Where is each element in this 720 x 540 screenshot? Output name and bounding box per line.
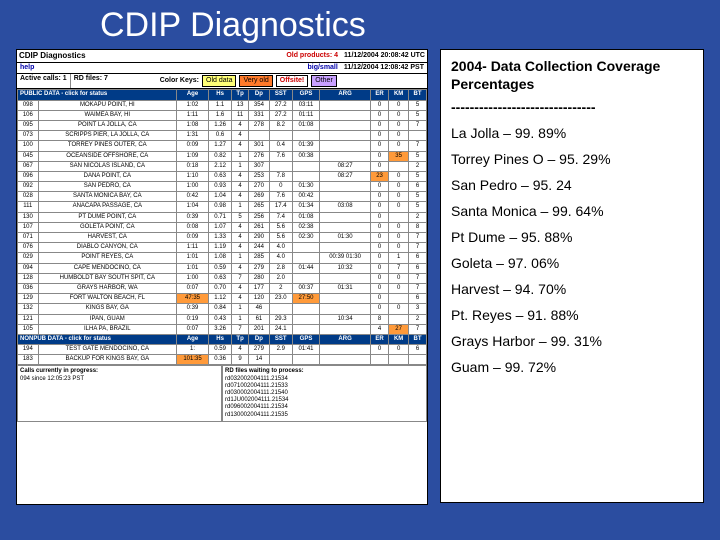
rd-label: RD files waiting to process:	[225, 368, 304, 374]
table-row[interactable]: 076DIABLO CANYON, CA1:111.1942444.0007	[18, 243, 427, 253]
calls-in-progress: Calls currently in progress: 094 since 1…	[17, 365, 222, 421]
table-row[interactable]: 096DANA POINT, CA1:100.6342537.808:27230…	[18, 171, 427, 181]
coverage-panel: 2004- Data Collection Coverage Percentag…	[440, 49, 704, 503]
timestamp-pst: 11/12/2004 12:08:42 PST	[341, 63, 427, 73]
colorkeys-label: Color Keys:	[160, 77, 199, 85]
coverage-item: Santa Monica – 99. 64%	[451, 203, 693, 219]
color-keys: Color Keys: Old data Very old Offsite! O…	[157, 74, 427, 88]
table-row[interactable]: 045OCEANSIDE OFFSHORE, CA1:090.8212767.6…	[18, 151, 427, 161]
active-calls: Active calls: 1	[17, 74, 71, 88]
coverage-item: Pt. Reyes – 91. 88%	[451, 307, 693, 323]
table-row[interactable]: 098MOKAPU POINT, HI1:021.11335427.203:11…	[18, 100, 427, 110]
rd-waiting: RD files waiting to process: rd032002004…	[222, 365, 427, 421]
old-products: Old products: 4	[286, 52, 338, 60]
table-row[interactable]: 107GOLETA POINT, CA0:081.0742615.602:380…	[18, 222, 427, 232]
calls-label: Calls currently in progress:	[20, 368, 98, 374]
table-row[interactable]: 067SAN NICOLAS ISLAND, CA0:182.12130708:…	[18, 161, 427, 171]
table-row[interactable]: 028SANTA MONICA BAY, CA0:421.0442697.600…	[18, 192, 427, 202]
rd-file: rd030002004111.21540	[225, 390, 424, 397]
table-row[interactable]: 036GRAYS HARBOR, WA0:070.704177200:3701:…	[18, 283, 427, 293]
rd-files: RD files: 7	[71, 74, 157, 88]
coverage-item: San Pedro – 95. 24	[451, 177, 693, 193]
rd-file: rd130002004111.21535	[225, 412, 424, 419]
rd-file: rd1JU002004111.21534	[225, 397, 424, 404]
table-row[interactable]: 094CAPE MENDOCINO, CA1:010.5942792.801:4…	[18, 263, 427, 273]
section-row[interactable]: PUBLIC DATA - click for statusAgeHsTpDpS…	[18, 90, 427, 100]
table-row[interactable]: 121IPAN, GUAM0:190.4316129.310:3482	[18, 314, 427, 324]
key-old: Old data	[202, 75, 236, 87]
table-row[interactable]: 128HUMBOLDT BAY SOUTH SPIT, CA1:000.6372…	[18, 273, 427, 283]
calls-value: 094 since 12:05:23 PST	[20, 376, 84, 382]
page-title: CDIP Diagnostics	[0, 0, 720, 49]
coverage-item: Grays Harbor – 99. 31%	[451, 333, 693, 349]
diagnostics-screenshot: CDIP Diagnostics Old products: 4 11/12/2…	[16, 49, 428, 505]
table-row[interactable]: 095POINT LA JOLLA, CA1:081.2642788.201:0…	[18, 120, 427, 130]
coverage-item: Torrey Pines O – 95. 29%	[451, 151, 693, 167]
key-veryold: Very old	[239, 75, 272, 87]
table-row[interactable]: 092SAN PEDRO, CA1:000.934270001:30006	[18, 182, 427, 192]
table-row[interactable]: 183BACKUP FOR KINGS BAY, GA101:350.36914	[18, 355, 427, 365]
coverage-item: Guam – 99. 72%	[451, 359, 693, 375]
content-area: CDIP Diagnostics Old products: 4 11/12/2…	[0, 49, 720, 505]
table-row[interactable]: 129FORT WALTON BEACH, FL47:351.12412023.…	[18, 294, 427, 304]
section-row[interactable]: NONPUB DATA - click for statusAgeHsTpDpS…	[18, 334, 427, 344]
table-row[interactable]: 105ILHA PA, BRAZIL0:073.26720124.14277	[18, 324, 427, 334]
status-bar: Active calls: 1 RD files: 7 Color Keys: …	[17, 74, 427, 89]
table-row[interactable]: 029POINT REYES, CA1:011.0812854.000:39 0…	[18, 253, 427, 263]
rd-list: rd032002004111.21534rd071002004111.21533…	[225, 376, 424, 419]
coverage-item: Pt Dume – 95. 88%	[451, 229, 693, 245]
table-row[interactable]: 130PT DUME POINT, CA0:390.7152567.401:08…	[18, 212, 427, 222]
table-row[interactable]: 071HARVEST, CA0:091.3342905.602:3001:300…	[18, 233, 427, 243]
coverage-list: La Jolla – 99. 89% Torrey Pines O – 95. 2…	[451, 125, 693, 375]
coverage-item: La Jolla – 99. 89%	[451, 125, 693, 141]
rd-file: rd032002004111.21534	[225, 376, 424, 383]
coverage-divider: -------------------------------	[451, 99, 693, 115]
coverage-item: Harvest – 94. 70%	[451, 281, 693, 297]
key-offsite: Offsite!	[276, 75, 309, 87]
bigsmall-link[interactable]: big/small	[304, 63, 340, 73]
table-row[interactable]: 194TEST GATE MENDOCINO, CA1:0.5942792.90…	[18, 345, 427, 355]
table-row[interactable]: 132KINGS BAY, GA0:390.84146003	[18, 304, 427, 314]
rd-file: rd096002004111.21534	[225, 404, 424, 411]
table-row[interactable]: 100TORREY PINES OUTER, CA0:091.2743010.4…	[18, 141, 427, 151]
coverage-item: Goleta – 97. 06%	[451, 255, 693, 271]
help-link[interactable]: help	[17, 63, 304, 73]
shot-header: CDIP Diagnostics Old products: 4 11/12/2…	[17, 50, 427, 63]
table-row[interactable]: 111ANACAPA PASSAGE, CA1:040.98126517.401…	[18, 202, 427, 212]
table-row[interactable]: 106WAIMEA BAY, HI1:111.61133127.201:1100…	[18, 110, 427, 120]
data-table: PUBLIC DATA - click for statusAgeHsTpDpS…	[17, 89, 427, 365]
coverage-heading: 2004- Data Collection Coverage Percentag…	[451, 58, 693, 93]
key-other: Other	[311, 75, 337, 87]
rd-file: rd071002004111.21533	[225, 383, 424, 390]
table-row[interactable]: 073SCRIPPS PIER, LA JOLLA, CA1:310.6400	[18, 131, 427, 141]
shot-subheader: help big/small 11/12/2004 12:08:42 PST	[17, 63, 427, 74]
footer-blocks: Calls currently in progress: 094 since 1…	[17, 365, 427, 421]
app-name: CDIP Diagnostics	[19, 51, 286, 61]
timestamp-utc: 11/12/2004 20:08:42 UTC	[338, 52, 425, 60]
